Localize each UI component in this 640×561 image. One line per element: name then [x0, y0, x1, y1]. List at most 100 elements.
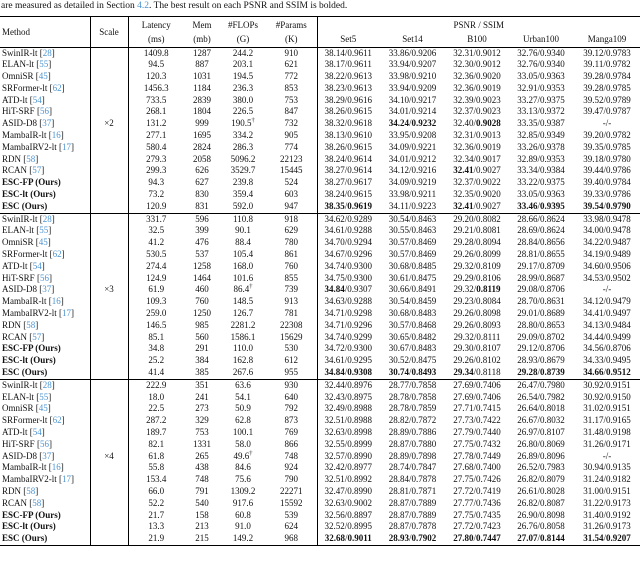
citation-link[interactable]: 54 [32, 260, 42, 271]
dagger-mark: † [251, 117, 255, 125]
latency-cell: 13.3 [148, 521, 165, 532]
citation-link[interactable]: 55 [39, 59, 49, 70]
psnr-value: 28.81 [388, 485, 409, 496]
citation-link[interactable]: 54 [32, 427, 42, 437]
citation-link[interactable]: 56 [39, 272, 49, 283]
psnr-ssim-cell-urban100: 26.90/0.8098 [517, 509, 565, 520]
section-link[interactable]: 4.2 [137, 1, 149, 11]
table-row: MambaIR-lt [16] 55.8 438 84.6 924 32.42/0.897… [0, 462, 640, 475]
table-row: RDN [58] 279.3 2058 5096.2 22123 38.24/0.9614… [0, 153, 640, 166]
method-cell: ESC-FP (Ours) [0, 177, 91, 190]
citation-link[interactable]: 58 [26, 319, 36, 330]
citation-link[interactable]: 62 [52, 249, 62, 260]
psnr-ssim-cell-set14: 28.81/0.7871 [388, 485, 437, 496]
scale-cell [90, 331, 129, 344]
ssim-value: 0.8087 [540, 497, 565, 508]
scale-cell [90, 106, 129, 119]
citation-link[interactable]: 57 [32, 331, 42, 342]
mem-cell: 831 [195, 200, 209, 211]
citation-link[interactable]: 58 [26, 153, 36, 164]
psnr-value: 34.33 [583, 355, 604, 366]
citation-link[interactable]: 55 [39, 225, 49, 236]
citation-link[interactable]: 17 [62, 141, 72, 152]
psnr-value: 38.35 [324, 200, 345, 211]
psnr-ssim-cell-b100: 27.69/0.7406 [453, 391, 501, 402]
ssim-value: 0.9395 [540, 200, 565, 211]
psnr-ssim-cell-urban100: 28.93/0.8679 [517, 355, 565, 366]
psnr-value: 33.05 [517, 71, 538, 82]
psnr-value: 28.77 [388, 379, 409, 390]
ssim-value: 0.8998 [347, 427, 372, 437]
psnr-value: 32.89 [517, 153, 538, 164]
scale-cell [90, 427, 129, 439]
psnr-value: 27.75 [453, 474, 474, 485]
psnr-value: 32.31 [453, 130, 474, 141]
psnr-ssim-cell-urban100: 29.12/0.8706 [517, 343, 565, 354]
citation-link[interactable]: 45 [38, 71, 48, 82]
citation-link[interactable]: 17 [62, 474, 72, 485]
psnr-value: 28.69 [517, 225, 538, 236]
citation-link[interactable]: 37 [42, 284, 52, 295]
citation-link[interactable]: 17 [62, 308, 72, 319]
psnr-ssim-cell-urban100: 33.27/0.9375 [517, 94, 565, 105]
citation-link[interactable]: 37 [42, 450, 52, 461]
mem-cell: 540 [195, 497, 209, 508]
method-name: SRFormer-lt [2, 415, 48, 426]
psnr-ssim-cell-set14: 30.54/0.8459 [388, 296, 437, 307]
ssim-value: 0.8491 [411, 284, 437, 295]
scale-cell [90, 296, 129, 309]
ssim-value: 0.7980 [540, 379, 565, 390]
citation-link[interactable]: 58 [32, 497, 42, 508]
scale-cell [90, 47, 129, 60]
scale-cell [90, 462, 129, 475]
citation-link[interactable]: 56 [39, 106, 49, 117]
ssim-value: 0.9011 [347, 533, 372, 544]
citation-link[interactable]: 58 [26, 485, 36, 496]
latency-cell: 259.0 [146, 308, 167, 319]
citation-link[interactable]: 62 [52, 415, 62, 426]
method-name: MambaIRV2-lt [2, 141, 57, 152]
psnr-ssim-cell-urban100: 29.01/0.8689 [517, 308, 565, 319]
psnr-value: 33.34 [517, 165, 538, 176]
psnr-value: 33.27 [517, 94, 538, 105]
psnr-value: 33.98 [583, 213, 604, 224]
psnr-value: 32.34 [453, 153, 474, 164]
citation-link[interactable]: 16 [51, 462, 61, 473]
psnr-ssim-cell-urban100: 32.76/0.9340 [517, 59, 565, 70]
psnr-ssim-cell-b100: 27.68/0.7400 [453, 462, 501, 473]
citation-link[interactable]: 45 [38, 237, 48, 248]
psnr-ssim-cell-set14: 30.57/0.8468 [388, 319, 437, 330]
citation-link[interactable]: 56 [39, 438, 49, 449]
citation-link[interactable]: 16 [51, 130, 61, 141]
table-row: ESC-lt (Ours) 25.2 384 162.8 612 34.61/0.9295… [0, 355, 640, 368]
psnr-value: 29.34 [453, 367, 474, 378]
citation-link[interactable]: 54 [32, 94, 42, 105]
citation-link[interactable]: 57 [32, 165, 42, 176]
citation-link[interactable]: 28 [42, 213, 52, 224]
table-row: ESC (Ours) 41.4 385 267.6 955 34.84/0.9308 30.… [0, 367, 640, 380]
header-scale: Scale [90, 16, 129, 47]
psnr-ssim-cell-set5: 34.71/0.9296 [324, 319, 372, 330]
psnr-value: 32.49 [324, 403, 345, 414]
citation-link[interactable]: 45 [38, 403, 48, 414]
params-cell: 924 [266, 462, 318, 475]
citation-link[interactable]: 37 [42, 118, 52, 129]
psnr-value: 30.61 [388, 272, 409, 283]
citation-link[interactable]: 62 [52, 82, 62, 93]
psnr-value: 33.98 [388, 189, 410, 200]
params-cell: 629 [266, 225, 318, 238]
psnr-ssim-cell-set5: 32.51/0.8988 [324, 415, 372, 426]
citation-link[interactable]: 28 [42, 47, 52, 58]
ssim-value: 0.9023 [476, 106, 501, 117]
psnr-ssim-cell-set5: 38.27/0.9614 [324, 165, 372, 176]
citation-link[interactable]: 16 [51, 296, 61, 307]
psnr-ssim-cell-manga109: 39.54/0.9790 [583, 200, 631, 211]
psnr-ssim-cell-set14: 30.54/0.8463 [379, 212, 446, 226]
scale-cell [90, 272, 129, 285]
citation-link[interactable]: 28 [42, 379, 52, 390]
method-name: HiT-SRF [2, 438, 35, 449]
params-cell: 918 [266, 212, 318, 226]
psnr-ssim-cell-set14: 28.93/0.7902 [388, 533, 437, 544]
psnr-value: 34.44 [583, 331, 604, 342]
citation-link[interactable]: 55 [39, 391, 49, 402]
